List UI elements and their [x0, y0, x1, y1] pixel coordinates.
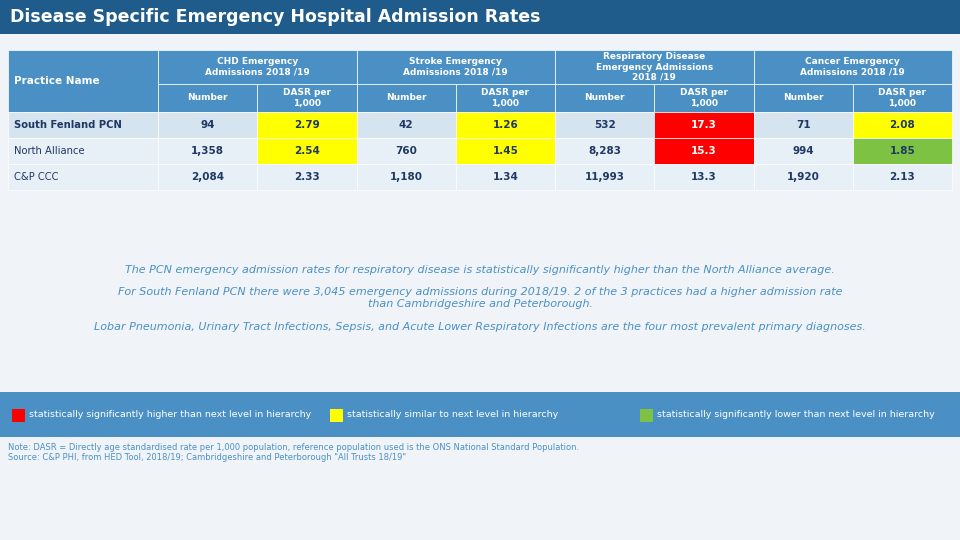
- FancyBboxPatch shape: [257, 112, 356, 138]
- Text: Number: Number: [187, 93, 228, 103]
- FancyBboxPatch shape: [852, 112, 952, 138]
- Text: 1,180: 1,180: [390, 172, 422, 182]
- FancyBboxPatch shape: [655, 84, 754, 112]
- FancyBboxPatch shape: [640, 408, 653, 422]
- FancyBboxPatch shape: [555, 84, 655, 112]
- Text: Practice Name: Practice Name: [14, 76, 100, 86]
- Text: Disease Specific Emergency Hospital Admission Rates: Disease Specific Emergency Hospital Admi…: [10, 8, 540, 26]
- Text: 15.3: 15.3: [691, 146, 717, 156]
- FancyBboxPatch shape: [555, 164, 655, 190]
- Text: 532: 532: [593, 120, 615, 130]
- FancyBboxPatch shape: [356, 164, 456, 190]
- FancyBboxPatch shape: [8, 50, 158, 112]
- Text: 2.13: 2.13: [890, 172, 915, 182]
- Text: 8,283: 8,283: [588, 146, 621, 156]
- FancyBboxPatch shape: [8, 164, 158, 190]
- FancyBboxPatch shape: [555, 112, 655, 138]
- Text: DASR per
1,000: DASR per 1,000: [680, 89, 728, 107]
- Text: 1.85: 1.85: [890, 146, 915, 156]
- Text: 760: 760: [396, 146, 417, 156]
- Text: 17.3: 17.3: [691, 120, 717, 130]
- FancyBboxPatch shape: [12, 408, 25, 422]
- FancyBboxPatch shape: [754, 50, 952, 84]
- FancyBboxPatch shape: [655, 164, 754, 190]
- FancyBboxPatch shape: [456, 112, 555, 138]
- Text: Number: Number: [782, 93, 824, 103]
- Text: 1.34: 1.34: [492, 172, 518, 182]
- Text: 1,920: 1,920: [786, 172, 820, 182]
- FancyBboxPatch shape: [356, 138, 456, 164]
- Text: 42: 42: [398, 120, 414, 130]
- FancyBboxPatch shape: [8, 138, 158, 164]
- FancyBboxPatch shape: [8, 112, 158, 138]
- Text: 94: 94: [201, 120, 215, 130]
- FancyBboxPatch shape: [852, 138, 952, 164]
- Text: Stroke Emergency
Admissions 2018 /19: Stroke Emergency Admissions 2018 /19: [403, 57, 508, 77]
- FancyBboxPatch shape: [356, 50, 555, 84]
- FancyBboxPatch shape: [158, 164, 257, 190]
- FancyBboxPatch shape: [754, 138, 852, 164]
- Text: DASR per
1,000: DASR per 1,000: [283, 89, 331, 107]
- Text: Note: DASR = Directly age standardised rate per 1,000 population, reference popu: Note: DASR = Directly age standardised r…: [8, 443, 579, 462]
- FancyBboxPatch shape: [0, 0, 960, 34]
- Text: CHD Emergency
Admissions 2018 /19: CHD Emergency Admissions 2018 /19: [204, 57, 310, 77]
- Text: statistically significantly lower than next level in hierarchy: statistically significantly lower than n…: [657, 410, 935, 419]
- FancyBboxPatch shape: [0, 392, 960, 437]
- FancyBboxPatch shape: [257, 138, 356, 164]
- FancyBboxPatch shape: [754, 84, 852, 112]
- FancyBboxPatch shape: [754, 164, 852, 190]
- Text: C&P CCC: C&P CCC: [14, 172, 59, 182]
- FancyBboxPatch shape: [257, 84, 356, 112]
- FancyBboxPatch shape: [158, 112, 257, 138]
- Text: DASR per
1,000: DASR per 1,000: [878, 89, 926, 107]
- FancyBboxPatch shape: [158, 50, 356, 84]
- FancyBboxPatch shape: [330, 408, 343, 422]
- Text: Cancer Emergency
Admissions 2018 /19: Cancer Emergency Admissions 2018 /19: [801, 57, 905, 77]
- FancyBboxPatch shape: [655, 112, 754, 138]
- Text: 1,358: 1,358: [191, 146, 224, 156]
- FancyBboxPatch shape: [555, 138, 655, 164]
- Text: The PCN emergency admission rates for respiratory disease is statistically signi: The PCN emergency admission rates for re…: [125, 265, 835, 275]
- FancyBboxPatch shape: [356, 112, 456, 138]
- Text: 13.3: 13.3: [691, 172, 717, 182]
- Text: 2.54: 2.54: [294, 146, 320, 156]
- Text: 2.79: 2.79: [294, 120, 320, 130]
- FancyBboxPatch shape: [754, 112, 852, 138]
- FancyBboxPatch shape: [456, 164, 555, 190]
- Text: 1.26: 1.26: [492, 120, 518, 130]
- Text: DASR per
1,000: DASR per 1,000: [481, 89, 529, 107]
- FancyBboxPatch shape: [356, 84, 456, 112]
- Text: statistically similar to next level in hierarchy: statistically similar to next level in h…: [347, 410, 559, 419]
- FancyBboxPatch shape: [852, 164, 952, 190]
- FancyBboxPatch shape: [456, 138, 555, 164]
- Text: Number: Number: [386, 93, 426, 103]
- Text: 994: 994: [792, 146, 814, 156]
- FancyBboxPatch shape: [655, 138, 754, 164]
- FancyBboxPatch shape: [257, 164, 356, 190]
- Text: 2.33: 2.33: [294, 172, 320, 182]
- Text: 71: 71: [796, 120, 810, 130]
- Text: Lobar Pneumonia, Urinary Tract Infections, Sepsis, and Acute Lower Respiratory I: Lobar Pneumonia, Urinary Tract Infection…: [94, 322, 866, 332]
- Text: Number: Number: [585, 93, 625, 103]
- Text: 1.45: 1.45: [492, 146, 518, 156]
- FancyBboxPatch shape: [555, 50, 754, 84]
- Text: 11,993: 11,993: [585, 172, 625, 182]
- FancyBboxPatch shape: [852, 84, 952, 112]
- FancyBboxPatch shape: [158, 138, 257, 164]
- Text: For South Fenland PCN there were 3,045 emergency admissions during 2018/19. 2 of: For South Fenland PCN there were 3,045 e…: [118, 287, 842, 308]
- Text: statistically significantly higher than next level in hierarchy: statistically significantly higher than …: [29, 410, 311, 419]
- FancyBboxPatch shape: [158, 84, 257, 112]
- Text: 2.08: 2.08: [890, 120, 915, 130]
- Text: North Alliance: North Alliance: [14, 146, 84, 156]
- Text: South Fenland PCN: South Fenland PCN: [14, 120, 122, 130]
- Text: Respiratory Disease
Emergency Admissions
2018 /19: Respiratory Disease Emergency Admissions…: [595, 52, 713, 82]
- FancyBboxPatch shape: [456, 84, 555, 112]
- Text: 2,084: 2,084: [191, 172, 225, 182]
